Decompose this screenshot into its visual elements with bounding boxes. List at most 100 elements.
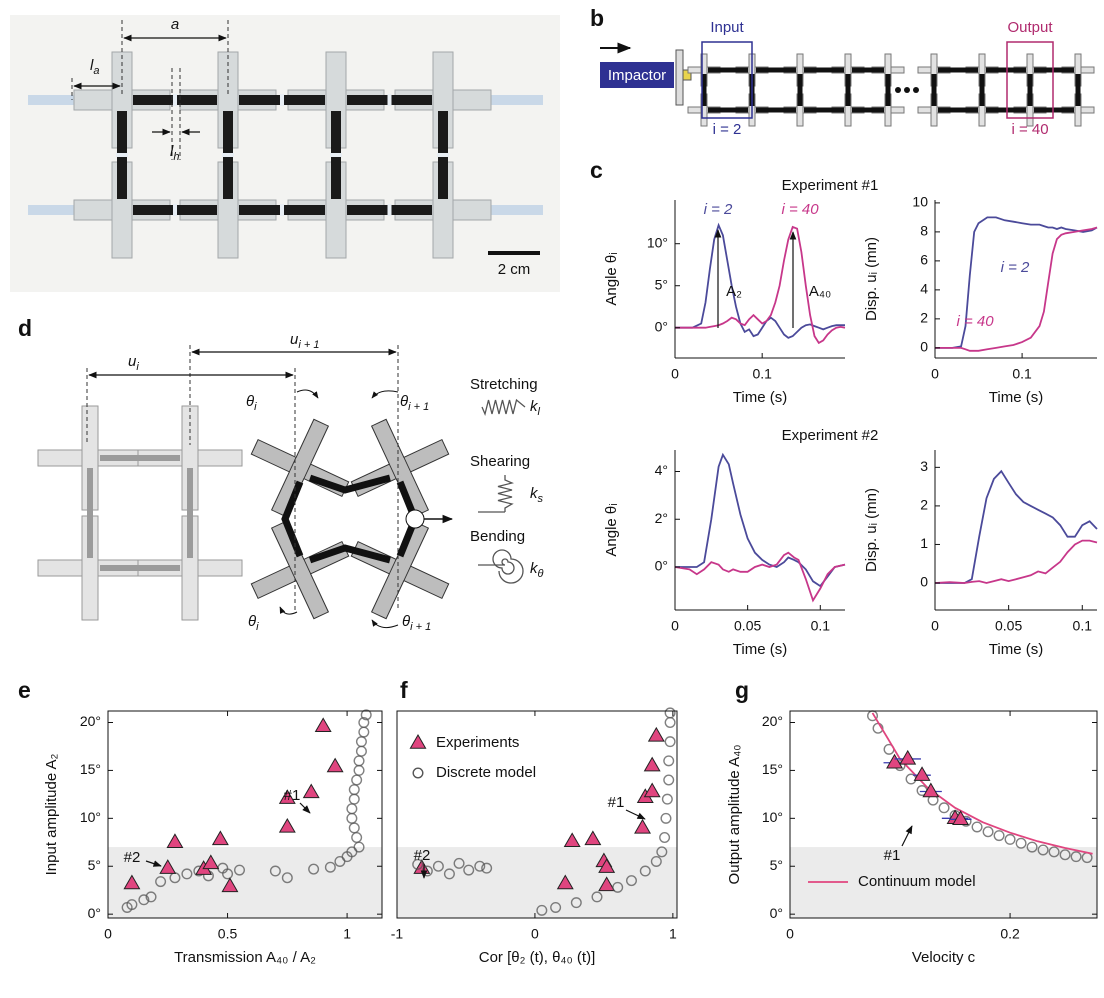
scale-bar-label: 2 cm — [498, 261, 531, 278]
symbol-base: θ — [402, 613, 410, 630]
x-tick-label: 1 — [343, 926, 351, 942]
cross — [334, 402, 467, 535]
series-label: i = 2 — [704, 201, 733, 218]
x-axis-label: Cor [θ₂ (t), θ₄₀ (t)] — [479, 949, 596, 966]
x-tick-label: 0.1 — [752, 366, 772, 382]
y-tick-label: 10 — [912, 194, 928, 210]
data-circle — [939, 803, 949, 813]
x-axis-label: Time (s) — [733, 641, 787, 658]
link-bar — [708, 108, 748, 113]
x-tick-label: 0 — [671, 618, 679, 634]
symbol-subscript: i — [256, 621, 259, 633]
link-bar — [852, 108, 884, 113]
series-line — [935, 228, 1097, 351]
cross-core — [980, 68, 985, 73]
legend-marker — [413, 768, 423, 778]
series-line — [935, 541, 1097, 583]
y-tick-label: 6 — [920, 252, 928, 268]
data-circle — [352, 775, 362, 785]
cross-core — [434, 201, 453, 220]
panel-letter: c — [590, 157, 603, 183]
data-circle — [660, 833, 670, 843]
data-circle — [359, 727, 369, 737]
link-bar — [938, 68, 978, 73]
y-tick-label: 20° — [80, 713, 101, 729]
cross-core — [327, 201, 346, 220]
data-circle — [972, 822, 982, 832]
impactor-plate — [676, 50, 683, 105]
hinge-gap — [280, 204, 284, 216]
input-label: Input — [710, 19, 744, 36]
figure: abcdefgalalh2 cmImpactorInputi = 2Output… — [0, 0, 1104, 998]
spring-name: Bending — [470, 528, 525, 545]
data-triangle — [585, 831, 600, 844]
x-tick-label: 0 — [104, 926, 112, 942]
data-circle — [664, 775, 674, 785]
link-bar — [1034, 68, 1074, 73]
x-tick-label: 0.5 — [218, 926, 238, 942]
annotation: A₂ — [726, 283, 742, 300]
hinge-gap — [173, 204, 177, 216]
link-bar-light — [100, 455, 180, 461]
x-tick-label: 0 — [786, 926, 794, 942]
cross-core — [83, 451, 98, 466]
dimension-label: a — [171, 16, 179, 33]
data-triangle — [280, 819, 295, 832]
hinge-gap — [222, 153, 234, 157]
series-line — [873, 713, 1093, 854]
panel-letter: b — [590, 5, 604, 31]
data-circle — [357, 737, 367, 747]
y-axis-label: Output amplitude A₄₀ — [726, 745, 743, 885]
cross-core — [1076, 108, 1081, 113]
data-circle — [665, 737, 675, 747]
output-label: Output — [1007, 19, 1053, 36]
cross-core — [183, 561, 198, 576]
data-circle — [1016, 838, 1026, 848]
angle-arc — [280, 607, 297, 614]
link-bar-light — [87, 468, 93, 558]
symbol-subscript: a — [93, 65, 99, 77]
symbol-subscript: i + 1 — [410, 621, 431, 633]
link-bar — [986, 108, 1026, 113]
data-triangle — [649, 728, 664, 741]
hinge-gap — [173, 94, 177, 106]
cross-core — [846, 68, 851, 73]
y-tick-label: 3 — [920, 458, 928, 474]
series-line — [675, 553, 845, 601]
symbol-subscript: h — [173, 151, 179, 163]
legend-label: Discrete model — [436, 764, 536, 781]
y-tick-label: 10° — [80, 809, 101, 825]
cross-core — [327, 91, 346, 110]
page: abcdefgalalh2 cmImpactorInputi = 2Output… — [0, 0, 1104, 998]
symbol-subscript: i + 1 — [408, 401, 429, 413]
x-tick-label: -1 — [391, 926, 404, 942]
y-tick-label: 5° — [655, 276, 668, 292]
y-tick-label: 1 — [920, 535, 928, 551]
cross-core — [113, 201, 132, 220]
data-triangle — [167, 834, 182, 847]
x-tick-label: 0 — [931, 618, 939, 634]
x-tick-label: 1 — [669, 926, 677, 942]
x-tick-label: 0.05 — [734, 618, 761, 634]
data-triangle — [565, 833, 580, 846]
hinge-gap — [280, 94, 284, 106]
y-tick-label: 0° — [88, 905, 101, 921]
x-axis-label: Time (s) — [989, 389, 1043, 406]
cross-core — [980, 108, 985, 113]
data-circle — [347, 804, 357, 814]
link-bar-dark — [310, 478, 390, 490]
data-circle — [661, 814, 671, 824]
symbol-label: θi + 1 — [400, 393, 429, 413]
x-tick-label: 0.1 — [1073, 618, 1093, 634]
link-bar — [886, 74, 891, 106]
link-bar — [804, 108, 844, 113]
data-circle — [983, 827, 993, 837]
link-bar — [938, 108, 978, 113]
y-tick-label: 8 — [920, 223, 928, 239]
data-triangle — [645, 784, 660, 797]
link-bar-light — [187, 468, 193, 558]
data-triangle — [635, 820, 650, 833]
data-circle — [349, 794, 359, 804]
data-circle — [664, 756, 674, 766]
link-bar — [798, 74, 803, 106]
